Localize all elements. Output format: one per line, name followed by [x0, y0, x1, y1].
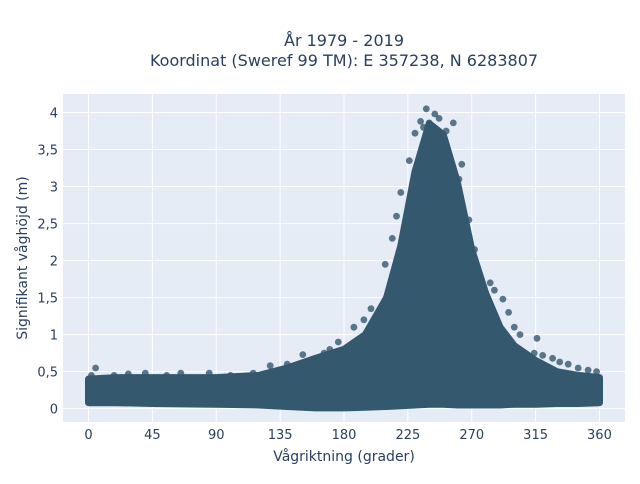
- x-tick-label: 180: [332, 428, 357, 443]
- y-tick-label: 0: [50, 403, 58, 418]
- data-point: [334, 338, 342, 346]
- data-point: [411, 129, 419, 137]
- data-point: [449, 119, 457, 127]
- data-point: [283, 360, 291, 368]
- data-point: [92, 364, 99, 372]
- data-point: [438, 135, 446, 142]
- data-point: [431, 110, 439, 118]
- data-point: [397, 189, 405, 196]
- data-point: [326, 346, 334, 353]
- data-point: [110, 372, 118, 379]
- data-point: [388, 235, 396, 242]
- data-point: [360, 316, 368, 324]
- data-point: [516, 331, 524, 338]
- x-tick-label: 45: [144, 428, 161, 443]
- y-tick-label: 1: [50, 329, 58, 344]
- data-point: [455, 175, 463, 183]
- x-tick-label: 90: [208, 428, 225, 443]
- data-point: [539, 352, 547, 359]
- y-tick-label: 3: [50, 181, 58, 196]
- data-point: [88, 372, 95, 379]
- data-point: [593, 368, 600, 376]
- x-tick-label: 225: [395, 428, 420, 443]
- data-point: [584, 366, 592, 374]
- data-point: [442, 127, 450, 135]
- data-point: [458, 160, 466, 168]
- x-tick-label: 315: [523, 428, 548, 443]
- data-point: [574, 364, 582, 372]
- data-point: [435, 115, 443, 122]
- x-tick-label: 0: [84, 428, 92, 443]
- data-point: [428, 125, 436, 133]
- y-tick-label: 2: [50, 255, 58, 270]
- data-point: [420, 123, 427, 131]
- data-point: [205, 369, 213, 377]
- data-points: [88, 105, 600, 379]
- y-tick-label: 1,5: [37, 292, 58, 307]
- data-point: [266, 362, 274, 370]
- data-point: [471, 246, 478, 253]
- data-point: [227, 372, 234, 379]
- data-point: [533, 334, 541, 342]
- data-point: [163, 372, 171, 379]
- x-tick-label: 135: [268, 428, 293, 443]
- point-cloud: [85, 120, 603, 412]
- y-axis-title: Signifikant våghöjd (m): [14, 176, 31, 339]
- data-point: [249, 369, 257, 377]
- y-tick-label: 0,5: [37, 366, 58, 381]
- data-point: [499, 295, 507, 303]
- data-point: [350, 323, 358, 331]
- data-point: [320, 349, 328, 357]
- y-tick-label: 3,5: [37, 144, 58, 159]
- y-tick-label: 2,5: [37, 218, 58, 233]
- data-point: [564, 360, 572, 368]
- data-point: [124, 370, 132, 378]
- data-point: [530, 349, 538, 357]
- data-point: [367, 305, 375, 313]
- x-tick-labels: 0 45 90 135 180 225 270 315 360: [84, 428, 611, 443]
- data-point: [486, 279, 494, 287]
- data-point: [556, 358, 564, 366]
- chart-title: År 1979 - 2019: [284, 31, 404, 50]
- data-point: [425, 119, 433, 127]
- data-point: [141, 369, 149, 377]
- data-point: [549, 354, 556, 362]
- data-point: [381, 260, 389, 268]
- data-point: [177, 369, 185, 377]
- data-point: [405, 157, 413, 165]
- data-point: [505, 309, 512, 316]
- x-tick-label: 270: [459, 428, 484, 443]
- y-tick-labels: 0 0,5 1 1,5 2 2,5 3 3,5 4: [37, 107, 58, 418]
- data-point: [299, 351, 307, 358]
- y-tick-label: 4: [50, 107, 58, 122]
- data-point: [465, 216, 473, 224]
- x-axis-title: Vågriktning (grader): [273, 448, 415, 465]
- chart-subtitle: Koordinat (Sweref 99 TM): E 357238, N 62…: [150, 51, 538, 70]
- data-point: [491, 286, 498, 294]
- data-point: [417, 118, 424, 125]
- x-tick-label: 360: [587, 428, 612, 443]
- data-point: [422, 105, 430, 113]
- data-point: [308, 357, 315, 364]
- data-point: [393, 212, 400, 220]
- data-point: [510, 323, 518, 331]
